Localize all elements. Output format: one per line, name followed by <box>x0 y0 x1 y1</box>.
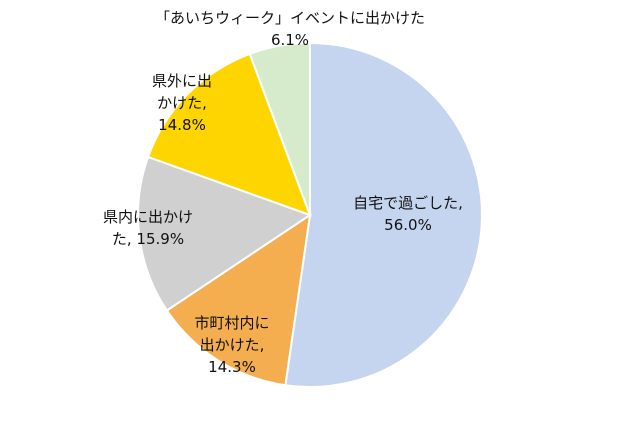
slice-label-1: 市町村内に出かけた, 14.3% <box>194 314 269 376</box>
slice-label-2-line-1: た, 15.9% <box>112 230 184 248</box>
pie-slice-3 <box>146 52 312 217</box>
slice-label-2: 県内に出かけた, 15.9% <box>103 208 193 248</box>
pie-slice-4 <box>248 41 311 216</box>
pie-slice-2 <box>137 155 313 312</box>
slice-label-3-line-2: 14.8% <box>158 116 206 134</box>
slice-label-4-line-0: 「あいちウィーク」イベントに出かけた <box>155 9 425 27</box>
pie-slice-1 <box>165 212 312 387</box>
slice-label-3: 県外に出かけた, 14.8% <box>152 72 212 134</box>
slice-label-0-line-1: 56.0% <box>384 216 432 234</box>
slice-label-4: 「あいちウィーク」イベントに出かけた 6.1% <box>155 9 425 49</box>
pie-slice-0 <box>284 41 483 388</box>
slice-label-3-line-0: 県外に出 <box>152 72 212 90</box>
slice-label-1-line-1: 出かけた, <box>200 336 265 354</box>
slice-label-0-line-0: 自宅で過ごした, <box>353 194 463 212</box>
slice-label-0: 自宅で過ごした, 56.0% <box>353 194 463 234</box>
slice-label-4-line-1: 6.1% <box>271 31 309 49</box>
slice-label-1-line-0: 市町村内に <box>194 314 269 332</box>
slice-label-3-line-1: かけた, <box>157 94 207 112</box>
slice-label-1-line-2: 14.3% <box>208 358 256 376</box>
slice-label-2-line-0: 県内に出かけ <box>103 208 193 226</box>
